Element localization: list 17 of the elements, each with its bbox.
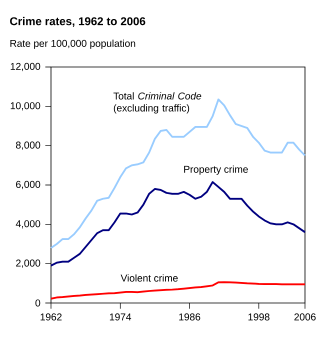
y-tick-label: 6,000: [16, 180, 40, 190]
y-tick-label: 8,000: [16, 142, 40, 150]
x-tick-label: 1998: [248, 313, 270, 320]
series-label: Total Criminal Code (excluding traffic): [113, 92, 202, 114]
chart-subtitle: Rate per 100,000 population: [10, 40, 136, 49]
x-tick-label: 1986: [179, 313, 200, 320]
chart-title: Crime rates, 1962 to 2006: [10, 16, 146, 27]
x-tick-label: 2006: [294, 313, 316, 320]
x-tick-label: 1974: [110, 313, 132, 320]
y-tick-label: 2,000: [16, 260, 40, 268]
y-tick-label: 10,000: [10, 102, 40, 110]
x-tick-label: 1962: [40, 313, 62, 320]
y-tick-label: 0: [35, 299, 40, 307]
y-tick-label: 12,000: [10, 62, 40, 72]
series-label: Violent crime: [120, 274, 178, 282]
y-tick-label: 4,000: [16, 220, 40, 228]
series-label: Property crime: [184, 165, 248, 175]
